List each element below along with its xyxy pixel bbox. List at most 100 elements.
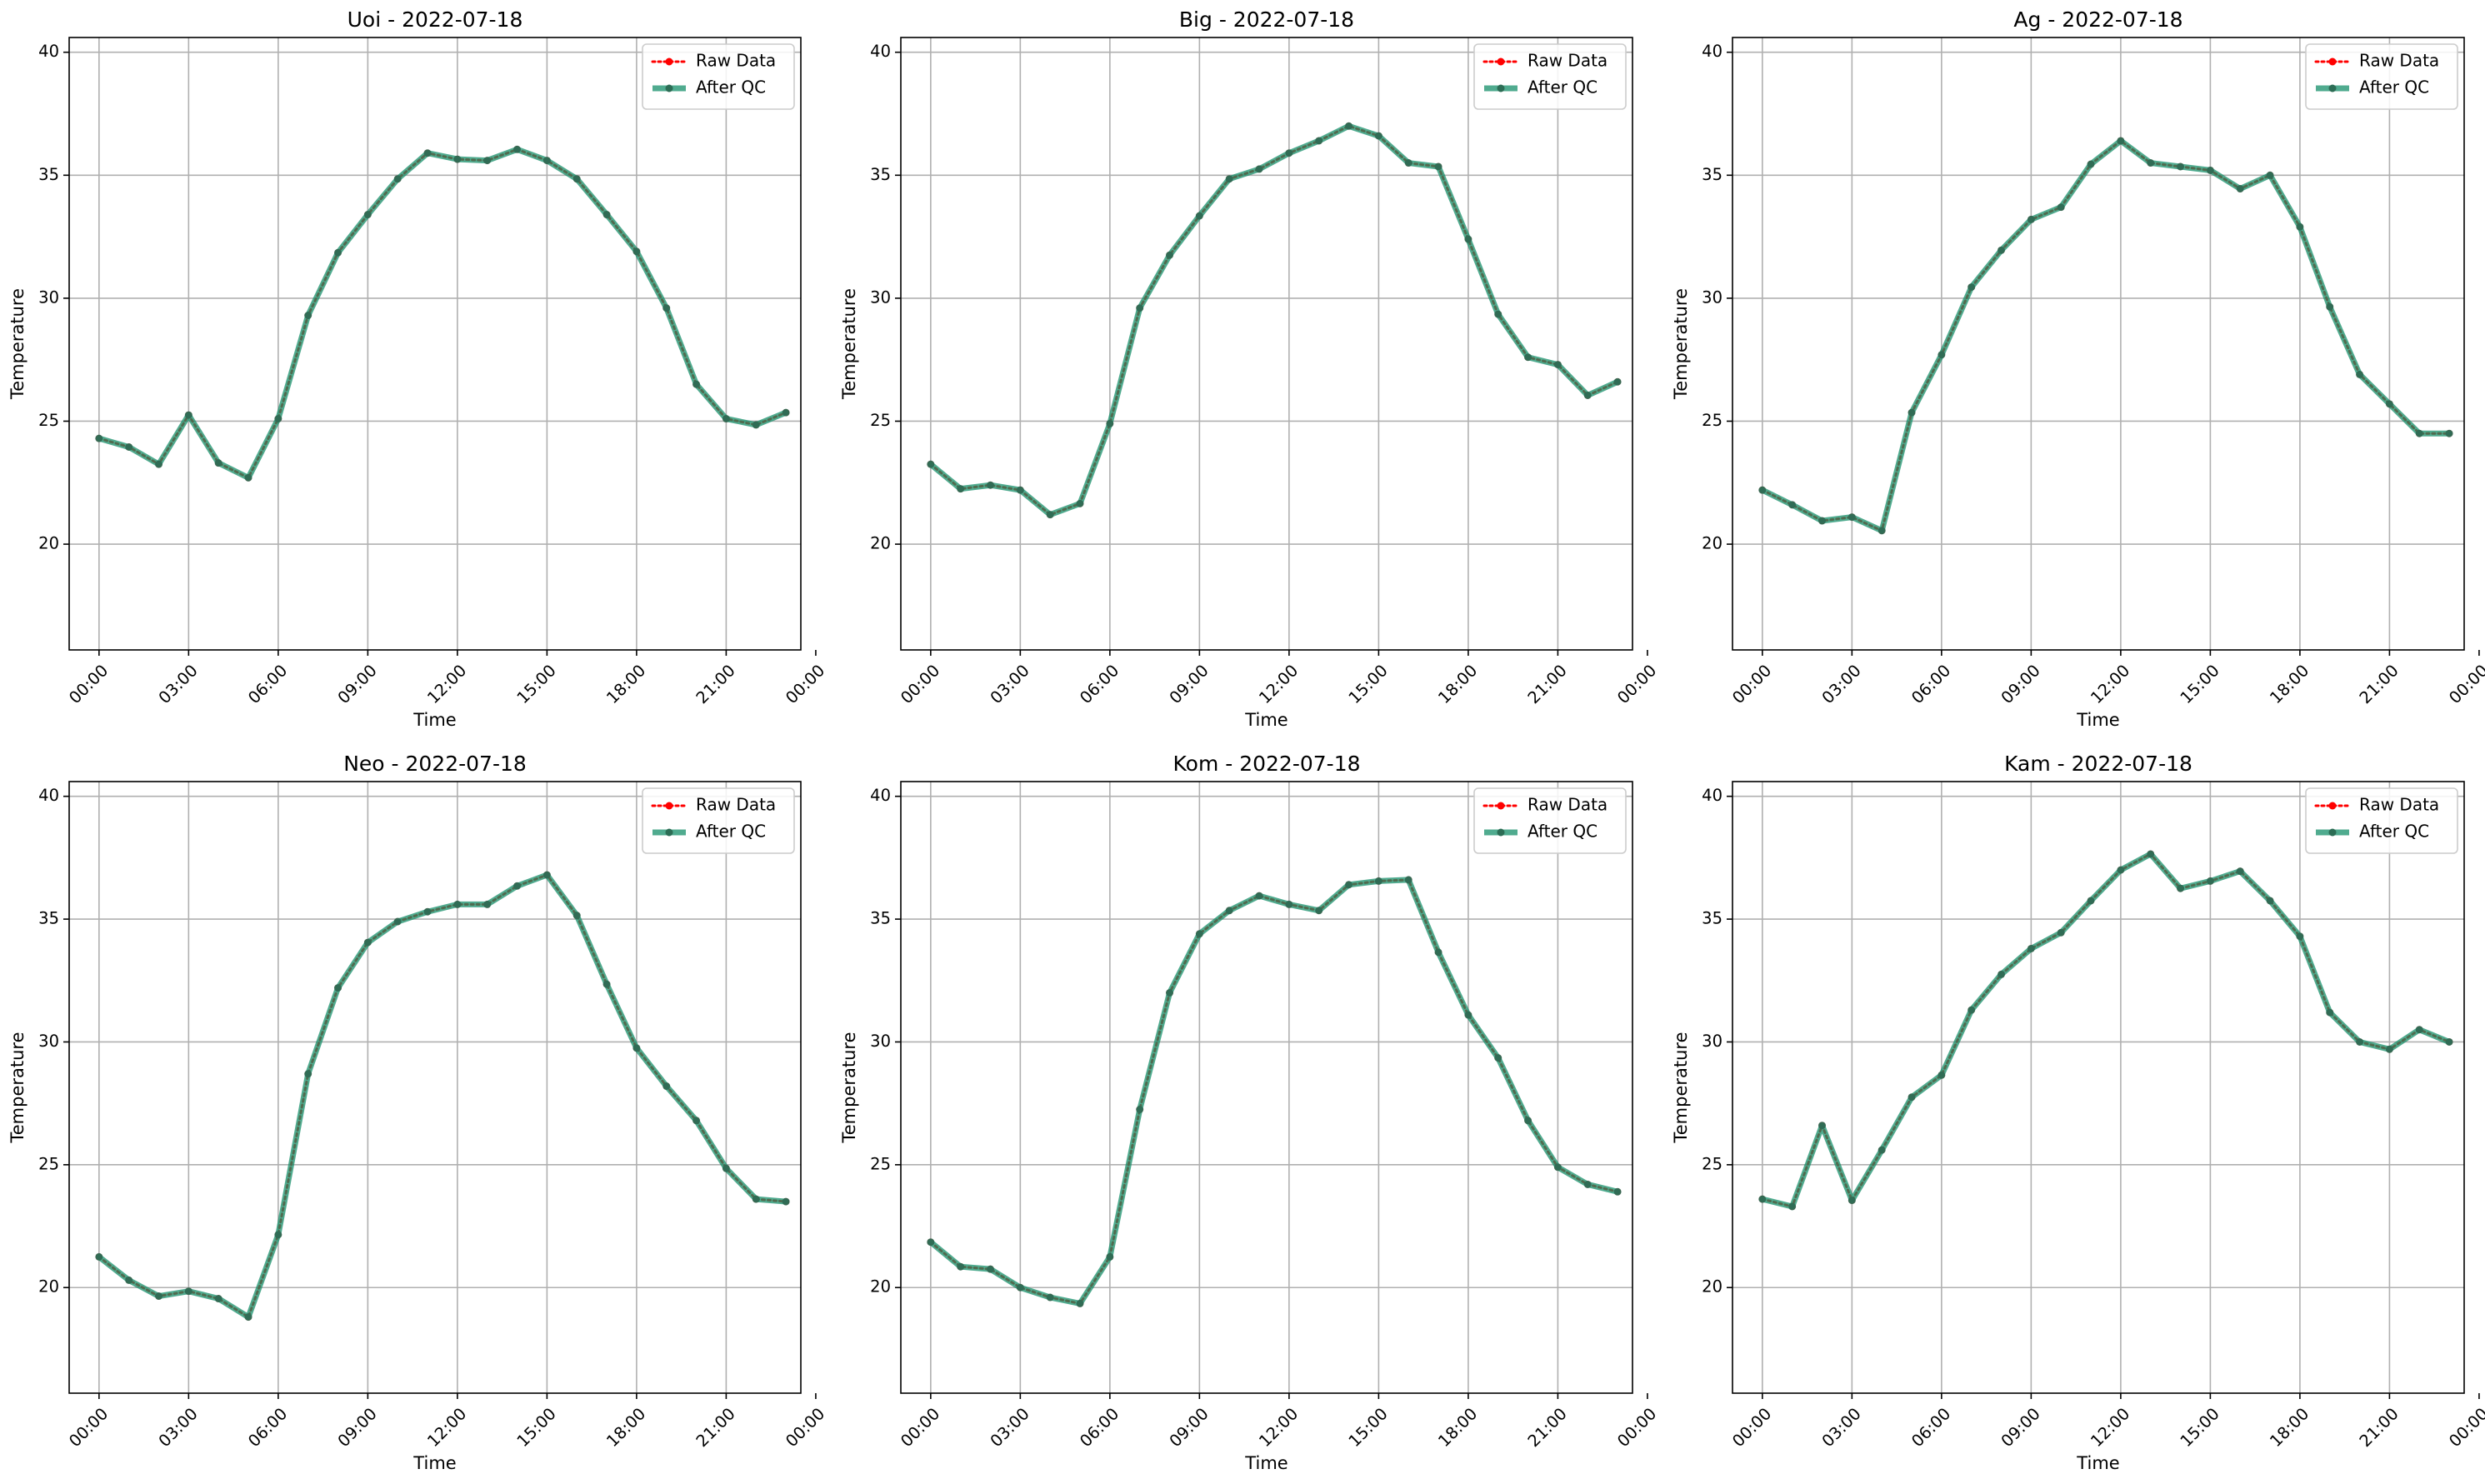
x-tick-label: 12:00 (423, 1404, 470, 1451)
plot-frame (68, 781, 802, 1394)
after-qc-point (927, 1238, 935, 1247)
after-qc-point (1434, 162, 1442, 171)
after-qc-point (1938, 1071, 1946, 1079)
after-qc-point (125, 442, 133, 451)
after-qc-point (1046, 511, 1054, 519)
after-qc-point (1076, 499, 1084, 507)
after-qc-point (1345, 881, 1353, 889)
after-qc-point (1613, 377, 1622, 386)
after-qc-point (1524, 1117, 1532, 1125)
after-qc-point (2415, 1026, 2423, 1034)
series-raw-data (927, 122, 1622, 518)
x-tick-label: 15:00 (2177, 661, 2223, 707)
x-tick-label: 03:00 (1818, 1404, 1865, 1451)
x-tick-label: 06:00 (1908, 661, 1954, 707)
legend-label: After QC (1528, 822, 1598, 842)
legend-marker (665, 57, 673, 66)
after-qc-point (513, 882, 522, 890)
legend-label: After QC (1528, 77, 1598, 97)
y-tick-label: 25 (870, 411, 891, 430)
after-qc-point (1494, 310, 1502, 318)
y-tick-label: 40 (870, 42, 891, 61)
series-raw-data (95, 871, 790, 1321)
after-qc-point (572, 175, 581, 183)
after-qc-point (752, 421, 760, 429)
y-tick-label: 30 (38, 287, 59, 307)
after-qc-point (1404, 876, 1412, 884)
after-qc-point (155, 460, 163, 468)
after-qc-point (1345, 122, 1353, 130)
after-qc-point (2445, 1037, 2453, 1046)
x-tick-label: 09:00 (1998, 661, 2044, 707)
legend-item: After QC (2316, 822, 2429, 842)
after-qc-point (1195, 930, 1203, 938)
after-qc-line (96, 872, 789, 1321)
after-qc-point (782, 408, 790, 417)
y-axis-label: Temperature (1671, 288, 1691, 400)
legend: Raw Data After QC (2305, 787, 2458, 854)
after-qc-point (1255, 165, 1263, 173)
y-tick-label: 20 (1702, 534, 1722, 553)
legend: Raw Data After QC (1473, 787, 1627, 854)
x-tick-label: 21:00 (2356, 1404, 2402, 1451)
after-qc-point (453, 900, 462, 908)
y-tick-label: 30 (870, 287, 891, 307)
after-qc-point (1848, 513, 1856, 522)
legend-label: Raw Data (1528, 795, 1608, 815)
after-qc-point (927, 460, 935, 468)
after-qc-point (1374, 877, 1382, 885)
y-tick-label: 40 (1702, 42, 1722, 61)
y-axis-label: Temperature (839, 1032, 859, 1143)
subplot-6: 00:00 03:00 06:00 09:00 12:00 15:00 18:00 21:00… (1671, 752, 2485, 1473)
legend-item: Raw Data (1482, 795, 1608, 815)
legend-item: Raw Data (651, 795, 776, 815)
after-qc-point (274, 1231, 282, 1239)
after-qc-point (1998, 246, 2006, 254)
plot-frame (1732, 781, 2465, 1394)
after-qc-point (2385, 1045, 2393, 1053)
plot-frame (900, 37, 1633, 651)
after-qc-point (2236, 867, 2244, 876)
x-tick-label: 12:00 (2087, 661, 2133, 707)
after-qc-point (987, 1265, 995, 1273)
after-qc-point (334, 248, 342, 257)
legend-item: After QC (1484, 77, 1598, 97)
legend-item: After QC (1484, 822, 1598, 842)
x-tick-label: 06:00 (1076, 1404, 1122, 1451)
after-qc-point (125, 1276, 133, 1284)
after-qc-point (1136, 1106, 1144, 1114)
y-tick-label: 35 (870, 165, 891, 184)
subplot-1: 00:00 03:00 06:00 09:00 12:00 15:00 18:00 21:00… (8, 7, 828, 730)
legend-marker (2328, 802, 2337, 810)
x-axis-label: Time (412, 710, 456, 730)
after-qc-point (1464, 1011, 1472, 1019)
subplot-4: 00:00 03:00 06:00 09:00 12:00 15:00 18:00 21:00… (8, 752, 828, 1473)
after-qc-line (1759, 137, 2452, 534)
after-qc-point (2027, 215, 2035, 223)
legend: Raw Data After QC (642, 787, 795, 854)
after-qc-point (752, 1195, 760, 1203)
y-tick-label: 20 (38, 534, 59, 553)
x-axis-label: Time (1244, 710, 1288, 730)
after-qc-point (1315, 907, 1323, 915)
after-qc-point (1106, 1252, 1114, 1261)
after-qc-point (722, 415, 730, 423)
chart-title: Ag - 2022-07-18 (2013, 7, 2182, 32)
after-qc-point (632, 1044, 641, 1052)
after-qc-point (1878, 1146, 1886, 1154)
after-qc-point (957, 1262, 965, 1271)
after-qc-point (2087, 897, 2095, 905)
after-qc-point (393, 917, 402, 926)
x-tick-label: 09:00 (1166, 1404, 1212, 1451)
legend-item: After QC (2316, 77, 2429, 97)
x-tick-label: 18:00 (602, 1404, 649, 1451)
y-tick-label: 25 (38, 411, 59, 430)
after-qc-point (2326, 1008, 2334, 1017)
x-tick-label: 09:00 (1166, 661, 1212, 707)
legend-box (2305, 43, 2458, 110)
after-qc-point (1046, 1293, 1054, 1302)
after-qc-point (1583, 1180, 1592, 1188)
after-qc-point (214, 459, 222, 467)
after-qc-line (928, 877, 1621, 1307)
